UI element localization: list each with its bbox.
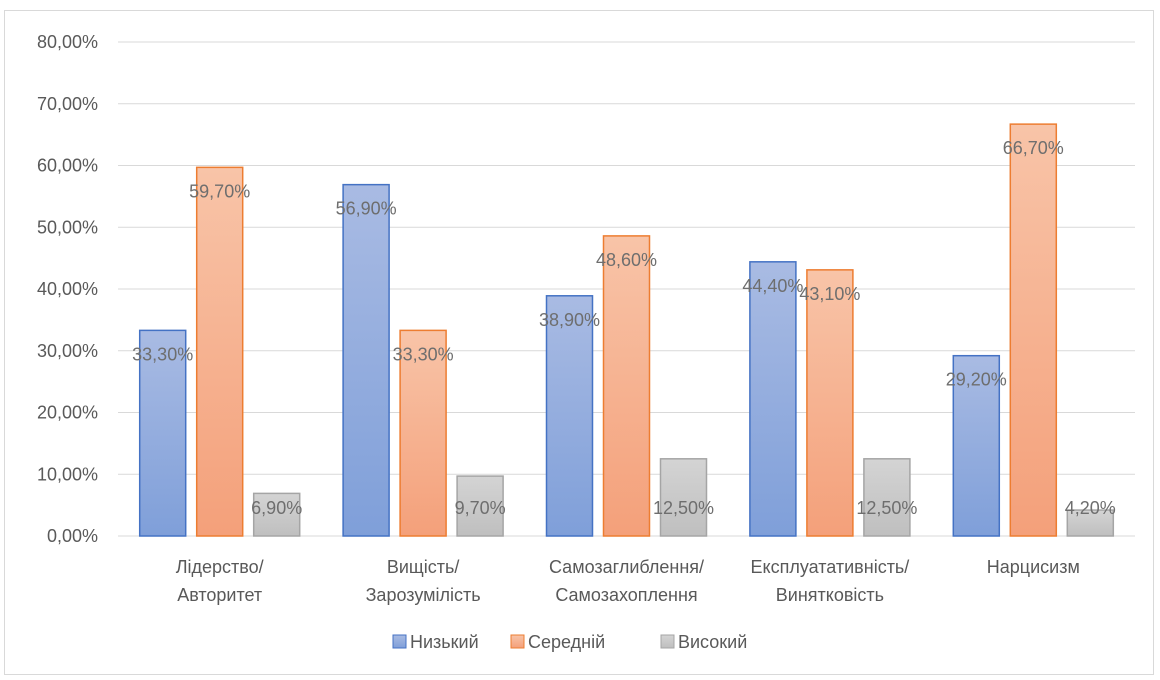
bar [1066,509,1115,537]
y-tick-label: 80,00% [37,32,98,52]
data-label: 6,90% [251,498,302,518]
legend: Низький Середній Високий [392,632,747,652]
data-label: 48,60% [596,250,657,270]
data-label: 33,30% [393,344,454,364]
y-tick-label: 0,00% [47,526,98,546]
category-label: Авторитет [177,585,262,605]
category-label: Експлуатативність/ [750,557,909,577]
category-label: Самозахоплення [555,585,697,605]
y-tick-label: 60,00% [37,156,98,176]
category-labels: Лідерство/Авторитет Вищість/Зарозумілість… [176,557,1080,605]
legend-swatch [510,634,525,649]
data-label: 33,30% [132,344,193,364]
bar [749,261,797,537]
bar [952,354,1001,537]
bar [456,475,504,537]
data-label: 59,70% [189,181,250,201]
bar [545,295,594,537]
data-label: 4,20% [1065,498,1116,518]
legend-label: Високий [678,632,747,652]
data-label: 43,10% [799,284,860,304]
data-label: 44,40% [742,276,803,296]
bar [659,458,708,537]
bar [602,235,651,537]
bar [806,269,854,537]
category-label: Зарозумілість [366,585,481,605]
y-axis-ticks: 0,00% 10,00% 20,00% 30,00% 40,00% 50,00% 60,00… [37,32,98,546]
y-tick-label: 50,00% [37,217,98,237]
bar [138,329,187,537]
bar [342,183,390,537]
bar [399,329,447,537]
data-label: 38,90% [539,310,600,330]
y-tick-label: 30,00% [37,341,98,361]
bar [863,458,911,537]
category-label: Вищість/ [387,557,460,577]
y-tick-label: 20,00% [37,403,98,423]
category-label: Нарцисизм [987,557,1080,577]
category-label: Самозаглиблення/ [549,557,704,577]
data-label: 66,70% [1003,138,1064,158]
data-label: 9,70% [455,498,506,518]
legend-swatch [392,634,407,649]
y-tick-label: 10,00% [37,464,98,484]
bar [1009,123,1058,537]
bar [252,492,301,537]
legend-swatch [660,634,675,649]
data-label: 29,20% [946,370,1007,390]
bars [138,123,1115,537]
category-label: Винятковість [776,585,884,605]
category-label: Лідерство/ [176,557,264,577]
y-tick-label: 40,00% [37,279,98,299]
bar [195,166,244,537]
legend-label: Середній [528,632,605,652]
y-tick-label: 70,00% [37,94,98,114]
data-label: 12,50% [856,498,917,518]
data-label: 12,50% [653,498,714,518]
data-label: 56,90% [336,199,397,219]
data-labels: 33,30% 59,70% 6,90% 56,90% 33,30% 9,70% 38,90%… [132,138,1116,518]
legend-label: Низький [410,632,479,652]
